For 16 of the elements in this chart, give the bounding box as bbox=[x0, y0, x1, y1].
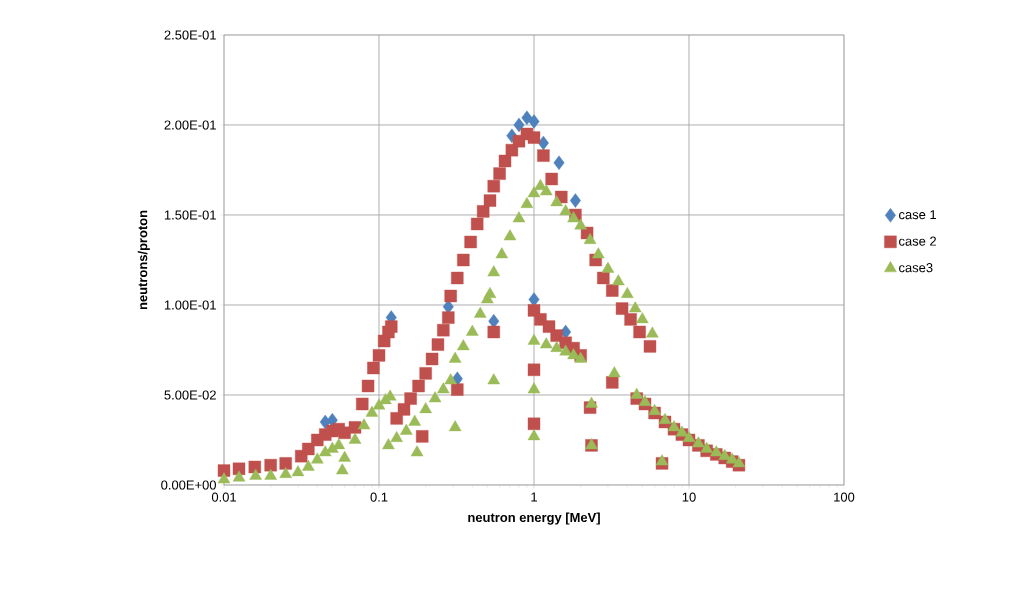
y-tick-label: 1.00E-01 bbox=[164, 300, 216, 310]
x-tick-label: 0.1 bbox=[370, 492, 388, 502]
x-tick-label: 10 bbox=[682, 492, 696, 502]
y-axis-title: neutrons/proton bbox=[137, 210, 150, 310]
x-tick-label: 100 bbox=[834, 492, 855, 502]
y-tick-label: 2.50E-01 bbox=[164, 30, 216, 40]
x-tick-label: 1 bbox=[531, 492, 537, 502]
x-tick-label: 0.01 bbox=[211, 492, 236, 502]
y-tick-label: 1.50E-01 bbox=[164, 210, 216, 220]
y-tick-label: 5.00E-02 bbox=[164, 390, 216, 400]
y-tick-label: 2.00E-01 bbox=[164, 120, 216, 130]
x-axis-title: neutron energy [MeV] bbox=[468, 512, 600, 525]
legend-label: case3 bbox=[899, 263, 933, 273]
legend-label: case 2 bbox=[899, 236, 936, 246]
y-tick-label: 0.00E+00 bbox=[161, 480, 216, 490]
legend-label: case 1 bbox=[899, 210, 937, 220]
